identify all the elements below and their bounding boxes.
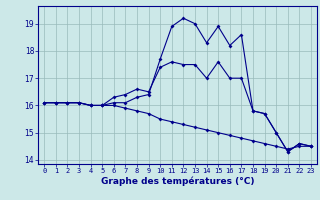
- X-axis label: Graphe des températures (°C): Graphe des températures (°C): [101, 177, 254, 186]
